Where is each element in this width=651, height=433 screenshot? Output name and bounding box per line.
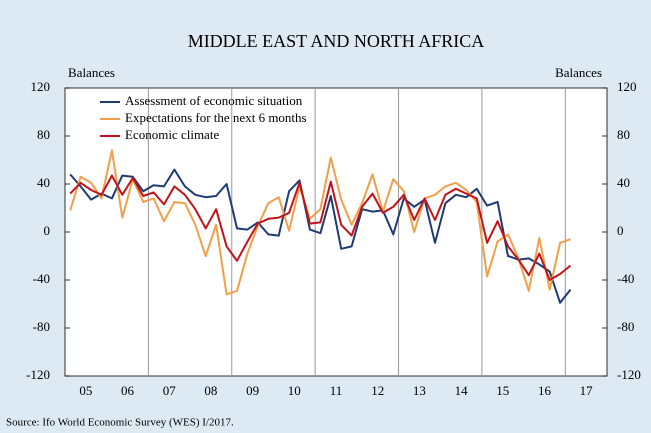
x-tick-label: 07 <box>163 383 177 398</box>
y-tick-label: 120 <box>31 79 51 94</box>
y-tick-label: -120 <box>26 367 50 382</box>
x-tick-label: 13 <box>413 383 426 398</box>
y-tick-label: -40 <box>33 271 50 286</box>
series-line <box>69 149 571 296</box>
x-tick-label: 10 <box>288 383 301 398</box>
plot-area <box>64 87 608 377</box>
y2-tick-label: 0 <box>617 223 624 238</box>
y2-tick-label: 120 <box>617 79 637 94</box>
x-tick-label: 05 <box>79 383 92 398</box>
y-tick-label: -80 <box>33 319 50 334</box>
x-tick-label: 16 <box>538 383 552 398</box>
y2-tick-label: -80 <box>617 319 634 334</box>
x-tick-label: 06 <box>121 383 135 398</box>
y-tick-label: 80 <box>37 127 50 142</box>
legend-label: Expectations for the next 6 months <box>125 110 307 125</box>
x-tick-label: 12 <box>371 383 384 398</box>
x-tick-label: 08 <box>204 383 217 398</box>
y-tick-label: 0 <box>44 223 51 238</box>
x-tick-label: 15 <box>496 383 509 398</box>
y-axis-label: Balances <box>68 65 115 80</box>
y2-tick-label: -40 <box>617 271 634 286</box>
x-tick-label: 17 <box>580 383 594 398</box>
series-line <box>69 174 572 281</box>
x-tick-label: 09 <box>246 383 259 398</box>
y-tick-label: 40 <box>37 175 50 190</box>
x-tick-label: 14 <box>455 383 469 398</box>
y2-tick-label: 40 <box>617 175 630 190</box>
x-tick-label: 11 <box>330 383 343 398</box>
source: Source: Ifo World Economic Survey (WES) … <box>6 417 234 429</box>
legend-label: Assessment of economic situation <box>125 93 303 108</box>
series-line <box>69 168 572 304</box>
chart-title: MIDDLE EAST AND NORTH AFRICA <box>188 31 485 51</box>
y-axis-label: Balances <box>555 65 602 80</box>
legend-label: Economic climate <box>125 127 219 142</box>
y2-tick-label: 80 <box>617 127 630 142</box>
y2-tick-label: -120 <box>617 367 641 382</box>
